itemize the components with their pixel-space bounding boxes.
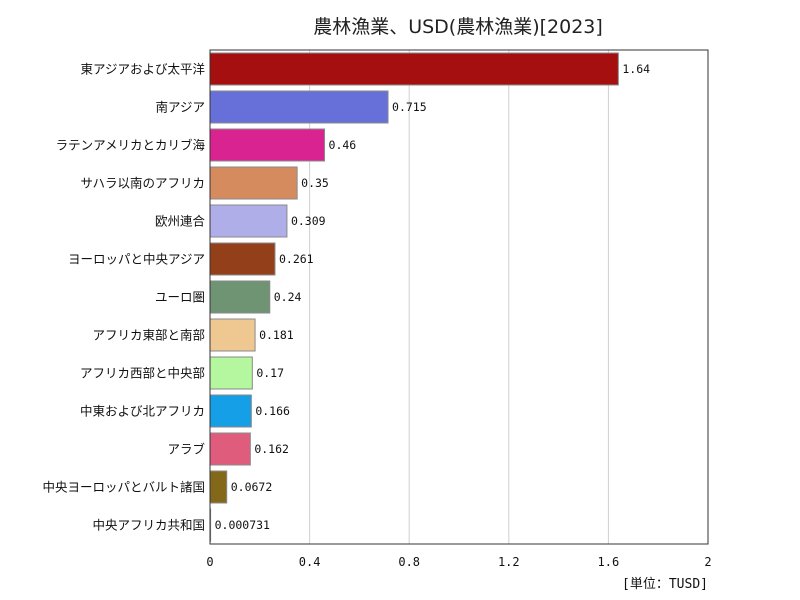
- category-label-8: アフリカ西部と中央部: [80, 366, 205, 381]
- value-label-12: 0.000731: [215, 518, 270, 532]
- category-label-0: 東アジアおよび太平洋: [80, 62, 205, 77]
- bars: [209, 52, 619, 542]
- x-tick-label-4: 1.6: [598, 555, 620, 569]
- unit-label: [単位：TUSD]: [622, 576, 708, 592]
- category-labels: 東アジアおよび太平洋南アジアラテンアメリカとカリブ海サハラ以南のアフリカ欧州連合…: [42, 62, 205, 533]
- value-label-10: 0.162: [254, 442, 289, 456]
- grid-lines: [309, 50, 609, 544]
- x-tick-label-5: 2: [704, 555, 711, 569]
- value-labels: 1.64 0.715 0.46 0.35 0.309 0.261 0.24 0.181 0.17…: [215, 62, 651, 532]
- bar-5: [209, 242, 276, 276]
- bar-10: [209, 432, 251, 466]
- bar-3: [209, 166, 298, 200]
- category-label-9: 中東および北アフリカ: [80, 404, 205, 419]
- bar-7: [209, 318, 256, 352]
- category-label-12: 中央アフリカ共和国: [92, 518, 205, 533]
- x-tick-label-2: 0.8: [398, 555, 420, 569]
- x-tick-labels: 0 0.4 0.8 1.2 1.6 2: [206, 555, 711, 569]
- bar-0: [209, 52, 619, 86]
- value-label-9: 0.166: [255, 404, 290, 418]
- value-label-8: 0.17: [256, 366, 284, 380]
- value-label-5: 0.261: [279, 252, 314, 266]
- bar-9: [209, 394, 252, 428]
- category-label-11: 中央ヨーロッパとバルト諸国: [42, 480, 205, 495]
- value-label-1: 0.715: [392, 100, 427, 114]
- plot-area-frame: [209, 49, 709, 545]
- category-label-10: アラブ: [167, 442, 205, 457]
- category-label-4: 欧州連合: [155, 214, 206, 229]
- chart-title: 農林漁業、USD(農林漁業)[2023]: [313, 16, 603, 38]
- value-label-2: 0.46: [329, 138, 357, 152]
- bar-11: [209, 470, 228, 504]
- bar-6: [209, 280, 271, 314]
- category-label-3: サハラ以南のアフリカ: [80, 176, 205, 191]
- category-label-2: ラテンアメリカとカリブ海: [56, 138, 206, 153]
- category-label-6: ユーロ圏: [155, 290, 205, 305]
- bar-4: [209, 204, 288, 238]
- value-label-7: 0.181: [259, 328, 294, 342]
- value-label-11: 0.0672: [231, 480, 273, 494]
- value-label-0: 1.64: [622, 62, 650, 76]
- category-label-5: ヨーロッパと中央アジア: [68, 252, 205, 267]
- x-tick-label-1: 0.4: [299, 555, 321, 569]
- category-label-1: 南アジア: [155, 100, 205, 115]
- bar-1: [209, 90, 389, 124]
- value-label-3: 0.35: [301, 176, 329, 190]
- value-label-4: 0.309: [291, 214, 326, 228]
- x-tick-label-0: 0: [206, 555, 213, 569]
- value-label-6: 0.24: [274, 290, 302, 304]
- bar-2: [209, 128, 326, 162]
- x-tick-label-3: 1.2: [498, 555, 520, 569]
- category-label-7: アフリカ東部と南部: [92, 328, 205, 343]
- bar-8: [209, 356, 253, 390]
